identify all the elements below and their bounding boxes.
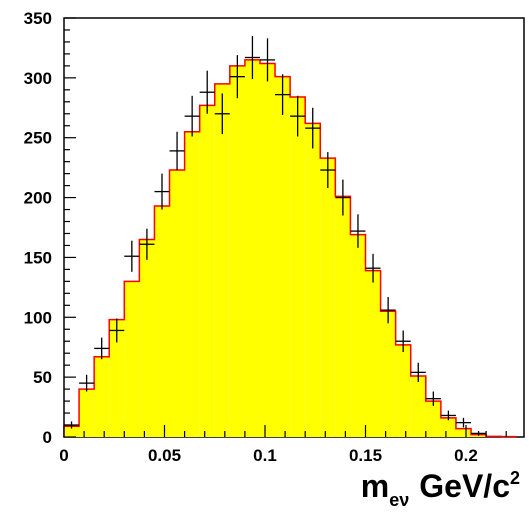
data-point xyxy=(244,35,260,80)
y-tick-label: 150 xyxy=(24,248,52,267)
histogram-bin xyxy=(290,97,306,438)
x-tick-labels: 0 0.05 0.1 0.15 0.2 xyxy=(59,446,478,465)
histogram-bin xyxy=(259,63,276,438)
histogram-bin xyxy=(425,401,441,437)
y-tick-label: 50 xyxy=(33,368,52,387)
histogram-bin xyxy=(380,311,396,437)
histogram-bin xyxy=(64,426,80,437)
data-point xyxy=(290,95,306,137)
histogram-bin xyxy=(275,76,291,437)
data-point xyxy=(259,38,276,82)
data-point xyxy=(199,70,215,114)
histogram-bin xyxy=(79,389,95,437)
x-axis-title-subscript: eν xyxy=(389,490,409,510)
data-point xyxy=(275,74,291,115)
x-tick-label: 0.2 xyxy=(454,446,478,465)
histogram-bin xyxy=(350,234,366,437)
data-point xyxy=(335,179,351,216)
histogram-bin xyxy=(139,239,155,437)
data-point xyxy=(214,93,230,135)
data-point xyxy=(229,55,245,99)
histogram-bin xyxy=(109,319,125,437)
histogram-bin xyxy=(455,428,472,437)
y-tick-label: 100 xyxy=(24,308,52,327)
histogram-bin xyxy=(395,344,411,437)
histogram-bin xyxy=(154,205,170,437)
data-point xyxy=(79,374,95,392)
data-point xyxy=(94,337,110,360)
histogram-bin xyxy=(410,375,426,437)
data-point xyxy=(350,214,366,248)
data-point xyxy=(305,107,321,149)
x-tick-label: 0.15 xyxy=(349,446,382,465)
histogram-bin xyxy=(199,105,215,438)
histogram-bin xyxy=(184,131,200,437)
histogram-bin xyxy=(335,196,351,437)
y-tick-label: 200 xyxy=(24,189,52,208)
histogram-bin xyxy=(94,356,110,437)
histogram-bin xyxy=(169,170,185,437)
data-point xyxy=(365,253,381,283)
y-tick-label: 0 xyxy=(43,428,52,447)
data-point xyxy=(425,391,441,406)
histogram-bin xyxy=(305,123,321,437)
x-tick-label: 0 xyxy=(59,446,68,465)
data-point xyxy=(395,330,411,353)
x-axis-title-main: m xyxy=(361,468,389,504)
x-axis-title-superscript: 2 xyxy=(510,468,520,488)
y-tick-label: 250 xyxy=(24,129,52,148)
data-point xyxy=(184,95,200,137)
histogram-bin xyxy=(365,270,381,437)
x-axis-title-unit: GeV/c xyxy=(419,468,510,504)
y-tick-labels: 0 50 100 150 200 250 300 350 xyxy=(24,9,52,447)
data-point xyxy=(410,362,426,382)
data-point xyxy=(471,431,487,436)
x-tick-label: 0.1 xyxy=(253,446,277,465)
data-point xyxy=(440,410,456,421)
axis-ticks xyxy=(63,17,507,438)
x-axis-title: meν GeV/c2 xyxy=(361,468,520,510)
histogram-bin xyxy=(440,417,456,437)
histogram-layer xyxy=(63,59,517,438)
y-tick-label: 300 xyxy=(24,69,52,88)
x-tick-label: 0.05 xyxy=(148,446,181,465)
histogram-outline xyxy=(63,59,517,438)
data-point xyxy=(320,152,336,188)
histogram-bin xyxy=(229,65,245,437)
data-points-layer xyxy=(64,35,487,436)
data-point xyxy=(154,173,170,210)
data-point xyxy=(169,131,185,171)
data-point xyxy=(455,417,472,428)
data-point xyxy=(109,318,125,343)
data-point xyxy=(124,240,140,272)
histogram-bin xyxy=(124,281,140,437)
histogram-bin xyxy=(244,59,260,438)
y-tick-label: 350 xyxy=(24,9,52,28)
data-point xyxy=(139,228,155,260)
histogram-bin xyxy=(214,83,230,437)
histogram-bin xyxy=(320,158,336,437)
data-point xyxy=(380,296,396,324)
